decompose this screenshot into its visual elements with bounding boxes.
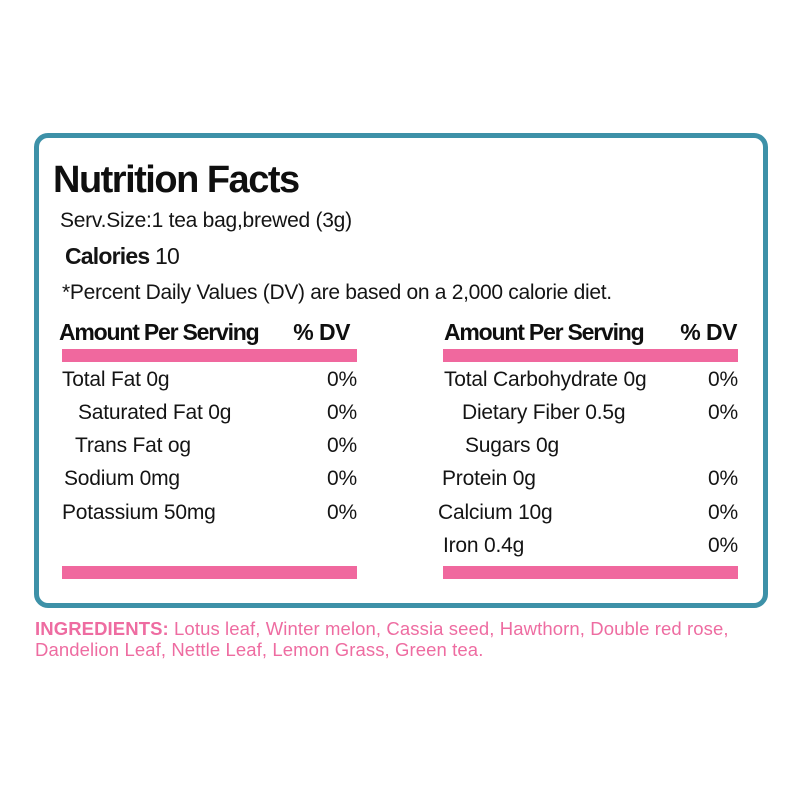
left-column-header: Amount Per Serving % DV: [59, 321, 350, 344]
nutrient-row: Total Carbohydrate 0g 0%: [438, 363, 738, 396]
nutrient-daily-value: 0%: [708, 500, 738, 524]
nutrient-daily-value: 0%: [327, 467, 357, 491]
nutrient-row: Trans Fat og 0%: [62, 429, 357, 462]
calories-line: Calories 10: [65, 243, 180, 269]
daily-value-note: *Percent Daily Values (DV) are based on …: [62, 281, 612, 304]
nutrient-row: Potassium 50mg 0%: [62, 496, 357, 529]
right-amount-per-serving-header: Amount Per Serving: [444, 319, 645, 345]
nutrient-daily-value: 0%: [708, 400, 738, 424]
nutrient-label: Protein 0g: [442, 467, 536, 491]
right-dv-header: % DV: [680, 319, 737, 345]
nutrient-daily-value: 0%: [708, 367, 738, 391]
left-top-divider-bar: [62, 349, 357, 362]
nutrient-label: Sugars 0g: [465, 434, 559, 457]
ingredients-text: INGREDIENTS: Lotus leaf, Winter melon, C…: [35, 618, 735, 660]
nutrient-row: Sugars 0g: [438, 429, 738, 462]
nutrient-row: Sodium 0mg 0%: [62, 462, 357, 495]
nutrient-label: Potassium 50mg: [62, 500, 216, 524]
right-top-divider-bar: [443, 349, 738, 362]
nutrient-row: Dietary Fiber 0.5g 0%: [438, 396, 738, 429]
label-title: Nutrition Facts: [53, 159, 300, 201]
nutrient-row: Protein 0g 0%: [438, 462, 738, 495]
nutrient-label: Total Carbohydrate 0g: [444, 367, 647, 391]
nutrient-daily-value: 0%: [708, 533, 738, 557]
right-bottom-divider-bar: [443, 566, 738, 579]
nutrient-row: Saturated Fat 0g 0%: [62, 396, 357, 429]
nutrient-label: Dietary Fiber 0.5g: [462, 400, 626, 424]
nutrient-label: Sodium 0mg: [64, 467, 180, 491]
nutrient-label: Total Fat 0g: [62, 367, 170, 391]
calories-label: Calories: [65, 243, 150, 269]
nutrient-daily-value: 0%: [327, 400, 357, 424]
nutrient-row: Total Fat 0g 0%: [62, 363, 357, 396]
nutrient-label: Trans Fat og: [75, 434, 191, 457]
left-bottom-divider-bar: [62, 566, 357, 579]
left-dv-header: % DV: [293, 319, 350, 345]
nutrient-row: Calcium 10g 0%: [438, 496, 738, 529]
nutrient-label: Calcium 10g: [438, 500, 553, 524]
nutrient-daily-value: 0%: [327, 434, 357, 457]
serving-size-text: Serv.Size:1 tea bag,brewed (3g): [60, 209, 352, 232]
nutrient-label: Saturated Fat 0g: [78, 400, 232, 424]
calories-value: 10: [154, 243, 180, 269]
nutrient-daily-value: 0%: [327, 367, 357, 391]
label-panel: [34, 133, 768, 608]
nutrient-daily-value: 0%: [708, 467, 738, 491]
ingredients-label: INGREDIENTS:: [35, 618, 169, 639]
right-column-header: Amount Per Serving % DV: [444, 321, 737, 344]
nutrient-label: Iron 0.4g: [443, 533, 525, 557]
nutrient-daily-value: 0%: [327, 500, 357, 524]
nutrient-row: Iron 0.4g 0%: [438, 529, 738, 562]
left-nutrient-rows: Total Fat 0g 0% Saturated Fat 0g 0% Tran…: [62, 363, 357, 529]
left-amount-per-serving-header: Amount Per Serving: [59, 319, 260, 345]
ingredients-list: Lotus leaf, Winter melon, Cassia seed, H…: [35, 618, 729, 660]
right-nutrient-rows: Total Carbohydrate 0g 0% Dietary Fiber 0…: [438, 363, 738, 563]
